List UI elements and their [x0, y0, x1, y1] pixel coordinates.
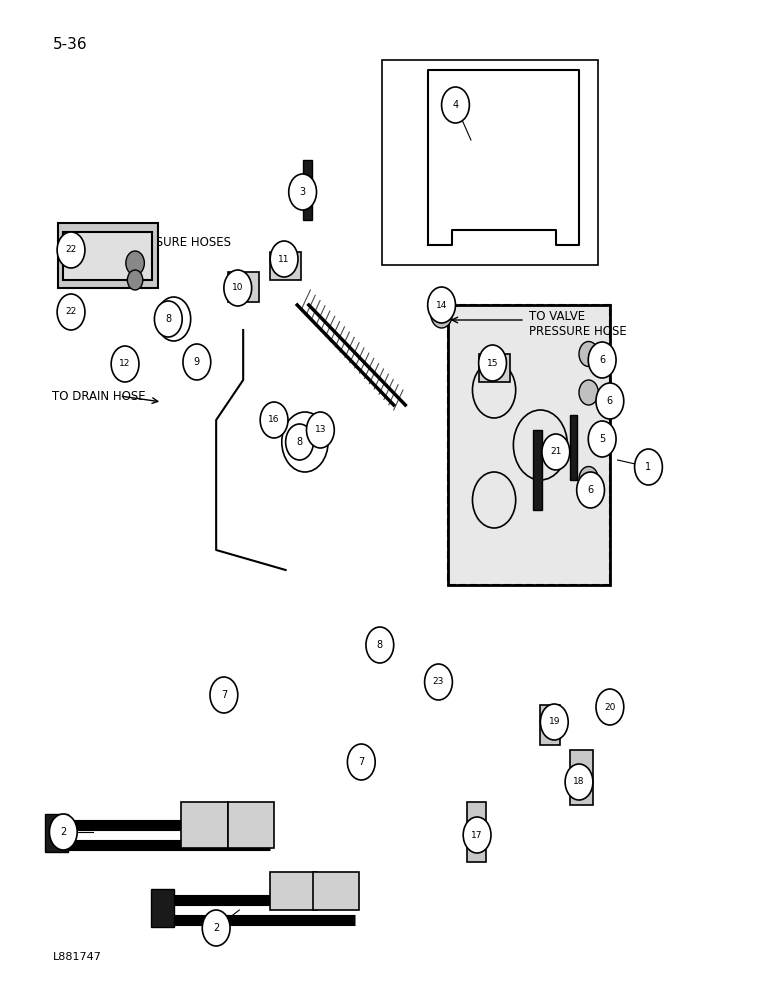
- Circle shape: [577, 472, 604, 508]
- Text: 6: 6: [599, 355, 605, 365]
- Bar: [540, 705, 560, 745]
- Text: 5: 5: [599, 434, 605, 444]
- Text: 9: 9: [194, 357, 200, 367]
- Circle shape: [579, 466, 598, 491]
- Circle shape: [306, 412, 334, 448]
- Circle shape: [540, 704, 568, 740]
- Circle shape: [366, 627, 394, 663]
- Text: 4: 4: [452, 100, 459, 110]
- Text: 22: 22: [66, 308, 76, 316]
- Circle shape: [588, 342, 616, 378]
- Text: 10: 10: [232, 284, 243, 292]
- Bar: [570, 750, 593, 805]
- Circle shape: [596, 689, 624, 725]
- Text: 15: 15: [487, 359, 498, 367]
- Text: 21: 21: [550, 448, 561, 456]
- Circle shape: [127, 270, 143, 290]
- Circle shape: [111, 346, 139, 382]
- Text: 6: 6: [607, 396, 613, 406]
- Circle shape: [425, 664, 452, 700]
- Text: 8: 8: [377, 640, 383, 650]
- Circle shape: [428, 287, 455, 323]
- Bar: [228, 802, 274, 848]
- Circle shape: [210, 677, 238, 713]
- Text: 7: 7: [221, 690, 227, 700]
- Bar: [270, 252, 301, 280]
- Circle shape: [542, 434, 570, 470]
- Circle shape: [126, 251, 144, 275]
- Text: 7: 7: [358, 757, 364, 767]
- Text: 6: 6: [587, 485, 594, 495]
- Bar: [533, 430, 542, 510]
- Text: L881747: L881747: [52, 952, 101, 962]
- Circle shape: [57, 232, 85, 268]
- Circle shape: [565, 764, 593, 800]
- Text: 12: 12: [120, 360, 130, 368]
- Text: 2: 2: [60, 827, 66, 837]
- Circle shape: [224, 270, 252, 306]
- Circle shape: [596, 383, 624, 419]
- Circle shape: [479, 345, 506, 381]
- Text: 11: 11: [279, 254, 290, 263]
- Text: 23: 23: [433, 678, 444, 686]
- Bar: [181, 802, 228, 848]
- Bar: [448, 305, 610, 585]
- Circle shape: [260, 402, 288, 438]
- Text: 13: 13: [315, 426, 326, 434]
- Text: 17: 17: [472, 830, 482, 840]
- Bar: [479, 354, 510, 382]
- Text: 18: 18: [574, 778, 584, 786]
- Text: 20: 20: [604, 702, 615, 712]
- Text: 16: 16: [269, 416, 279, 424]
- Text: 8: 8: [165, 314, 171, 324]
- Text: 8: 8: [296, 437, 303, 447]
- Text: TO DRAIN HOSE: TO DRAIN HOSE: [52, 389, 146, 402]
- Bar: [570, 415, 577, 480]
- Bar: [45, 814, 68, 852]
- Text: 3: 3: [300, 187, 306, 197]
- Bar: [270, 872, 317, 910]
- Circle shape: [289, 174, 317, 210]
- Circle shape: [49, 814, 77, 850]
- Bar: [151, 889, 174, 927]
- Text: 5-36: 5-36: [52, 37, 87, 52]
- Circle shape: [635, 449, 662, 485]
- Bar: [228, 272, 259, 302]
- Text: TO VALVE
PRESSURE HOSE: TO VALVE PRESSURE HOSE: [529, 310, 627, 338]
- Text: 22: 22: [66, 245, 76, 254]
- Circle shape: [579, 380, 598, 405]
- Circle shape: [57, 294, 85, 330]
- Bar: [63, 232, 152, 280]
- Circle shape: [270, 241, 298, 277]
- Circle shape: [442, 87, 469, 123]
- Circle shape: [347, 744, 375, 780]
- Text: TO VALVE PRESSURE HOSES: TO VALVE PRESSURE HOSES: [66, 235, 231, 248]
- Circle shape: [431, 300, 452, 328]
- Bar: [303, 160, 312, 220]
- FancyBboxPatch shape: [382, 60, 598, 265]
- Text: 1: 1: [645, 462, 652, 472]
- Circle shape: [154, 301, 182, 337]
- Text: 14: 14: [436, 300, 447, 310]
- Bar: [467, 802, 486, 862]
- Circle shape: [183, 344, 211, 380]
- Bar: [58, 223, 158, 288]
- Circle shape: [588, 421, 616, 457]
- Circle shape: [579, 342, 598, 366]
- Circle shape: [286, 424, 313, 460]
- Bar: [313, 872, 359, 910]
- Text: 19: 19: [549, 718, 560, 726]
- Circle shape: [463, 817, 491, 853]
- FancyBboxPatch shape: [448, 305, 610, 585]
- Circle shape: [202, 910, 230, 946]
- Text: 2: 2: [213, 923, 219, 933]
